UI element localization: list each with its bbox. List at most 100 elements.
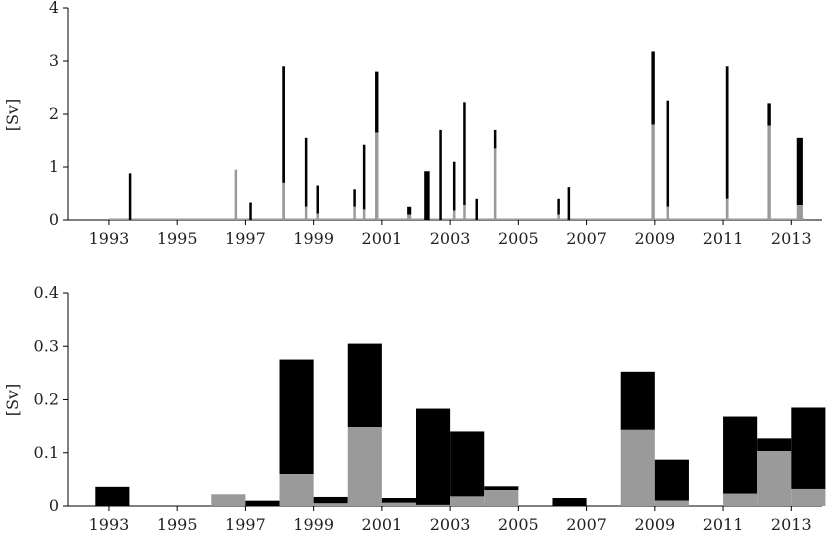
bar-upper	[757, 438, 792, 452]
bar-lower	[723, 493, 758, 506]
bar-upper	[654, 459, 689, 501]
bar-lower	[282, 182, 285, 220]
chart-panel-top: [Sv] 0 1 2 3 4 1993 1995 1997 1999 2001 2003 2005 20…	[3, 0, 822, 248]
bar-lower	[375, 132, 379, 220]
bar-lower	[279, 474, 314, 506]
bar-lower	[416, 504, 451, 506]
bar-upper	[95, 486, 130, 506]
bar-lower	[791, 488, 826, 506]
y-tick-label: 0.2	[34, 390, 59, 409]
bar-upper	[375, 71, 379, 133]
y-axis-label-bottom: [Sv]	[3, 384, 22, 416]
bar-upper	[493, 129, 497, 149]
bar-lower	[463, 205, 466, 220]
bar-lower	[211, 494, 246, 506]
x-tick-label: 2005	[498, 515, 539, 534]
bar-upper	[723, 416, 758, 494]
bar-upper	[791, 407, 826, 489]
bar-lower	[757, 451, 792, 506]
y-axis-label-top: [Sv]	[3, 99, 22, 131]
bar-upper	[567, 187, 571, 220]
x-tick-label: 1993	[89, 229, 130, 248]
bar-lower	[452, 210, 456, 220]
bar-lower	[234, 169, 238, 220]
bar-lower	[313, 503, 348, 506]
bar-upper	[362, 144, 366, 210]
bar-upper	[304, 137, 308, 207]
bar-lower	[304, 206, 308, 220]
x-tick-label: 2003	[430, 515, 471, 534]
bar-upper	[407, 206, 412, 215]
x-tick-label: 2009	[634, 515, 675, 534]
bar-upper	[651, 51, 655, 125]
bar-lower	[651, 124, 655, 220]
bar-upper	[796, 137, 803, 206]
bar-lower	[484, 490, 519, 506]
x-tick-label: 2011	[703, 515, 744, 534]
x-tick-label: 1995	[157, 515, 198, 534]
y-tick-label: 0	[49, 496, 59, 515]
x-tick-label: 1993	[89, 515, 130, 534]
bar-upper	[484, 486, 519, 491]
x-tick-label: 2007	[566, 229, 607, 248]
x-tick-label: 2005	[498, 229, 539, 248]
x-tick-label: 1997	[225, 229, 266, 248]
x-tick-label: 2013	[771, 515, 812, 534]
bar-upper	[620, 371, 655, 430]
bar-upper	[347, 343, 382, 428]
x-tick-label: 2001	[362, 515, 403, 534]
bar-upper	[279, 359, 314, 475]
x-tick-label: 1995	[157, 229, 198, 248]
bar-upper	[128, 173, 132, 220]
bar-upper	[416, 408, 451, 505]
bar-lower	[381, 502, 416, 506]
chart-panel-bottom: [Sv] 0 0.1 0.2 0.3 0.4 1993 1995 1997 1999 2001 20…	[3, 283, 826, 534]
bar-lower	[654, 500, 689, 506]
bar-lower	[725, 198, 729, 220]
bar-upper	[450, 431, 485, 497]
bar-upper	[282, 66, 285, 183]
bar-upper	[313, 496, 348, 504]
bar-lower	[493, 148, 497, 220]
x-tick-label: 1999	[293, 229, 334, 248]
y-tick-label: 0	[49, 210, 59, 229]
bar-upper	[249, 202, 252, 220]
bar-upper	[557, 198, 560, 215]
bar-lower	[666, 206, 670, 220]
bar-lower	[767, 125, 771, 220]
bar-upper	[552, 498, 587, 506]
bar-lower	[362, 209, 366, 220]
x-tick-label: 2013	[771, 229, 812, 248]
x-tick-label: 1999	[293, 515, 334, 534]
bar-upper	[424, 171, 430, 220]
bar-upper	[353, 189, 356, 207]
x-tick-label: 2001	[362, 229, 403, 248]
bar-lower	[407, 214, 412, 220]
bar-upper	[381, 498, 416, 503]
bar-upper	[666, 100, 670, 207]
y-tick-label: 0.3	[34, 336, 59, 355]
bar-lower	[450, 496, 485, 506]
bar-upper	[316, 185, 319, 214]
bar-upper	[767, 103, 771, 126]
y-tick-label: 4	[49, 0, 59, 17]
bar-lower	[316, 213, 319, 220]
y-tick-label: 2	[49, 104, 59, 123]
bar-upper	[725, 66, 729, 199]
x-tick-label: 2011	[703, 229, 744, 248]
bar-lower	[347, 427, 382, 506]
x-tick-label: 1997	[225, 515, 266, 534]
bar-upper	[245, 500, 280, 506]
bar-lower	[796, 205, 803, 220]
y-tick-label: 0.1	[34, 443, 59, 462]
bar-lower	[353, 206, 356, 220]
bar-upper	[439, 129, 442, 220]
bar-upper	[452, 161, 456, 211]
bar-lower	[620, 429, 655, 506]
bar-upper	[463, 102, 466, 206]
x-tick-label: 2003	[430, 229, 471, 248]
x-tick-label: 2009	[634, 229, 675, 248]
y-tick-label: 3	[49, 51, 59, 70]
bar-upper	[475, 198, 478, 220]
